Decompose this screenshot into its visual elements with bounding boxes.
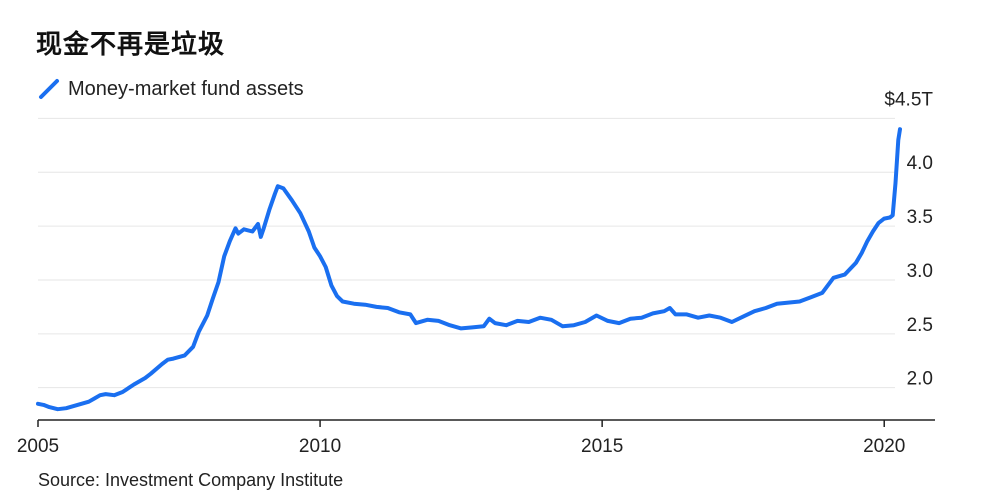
y-tick-label: 2.0 [907,369,933,390]
x-tick-label: 2010 [299,436,341,457]
x-tick-label: 2020 [863,436,905,457]
y-tick-label: $4.5T [884,89,933,110]
x-tick-label: 2005 [17,436,59,457]
y-tick-label: 3.0 [907,261,933,282]
legend-label: Money-market fund assets [68,77,304,100]
chart-title: 现金不再是垃圾 [36,30,226,60]
y-tick-label: 3.5 [907,207,933,228]
legend: Money-market fund assets [38,76,304,102]
legend-swatch-icon [39,79,59,99]
series-line-money-market-fund-assets [36,127,902,412]
y-tick-label: 4.0 [907,153,933,174]
source-note: Source: Investment Company Institute [38,470,344,490]
y-tick-label: 2.5 [907,315,933,336]
x-tick-label: 2015 [581,436,623,457]
